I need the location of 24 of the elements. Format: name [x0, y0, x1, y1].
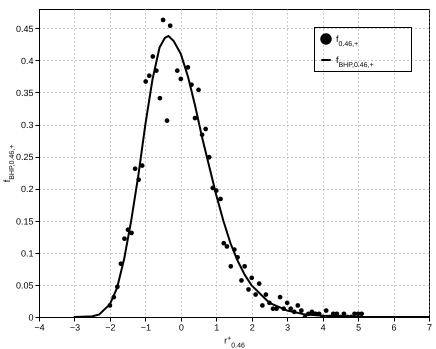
x-tick-label: −3	[70, 322, 80, 332]
legend-label: f$_{0.46,+}$	[336, 34, 358, 48]
y-tick-label: 0.1	[20, 248, 34, 258]
y-tick-label: 0.45	[16, 24, 34, 34]
x-tick-label: 7	[426, 322, 432, 332]
y-tick-label: 0.4	[20, 56, 34, 66]
x-tick-label: 6	[392, 322, 397, 332]
x-tick-label: 2	[250, 322, 255, 332]
x-tick-label: 4	[320, 322, 326, 332]
x-tick-label: −4	[34, 322, 45, 332]
x-tick-label: 0	[178, 322, 184, 332]
x-tick-label: −2	[105, 322, 116, 332]
y-tick-label: 0.15	[16, 216, 34, 226]
y-tick-label: 0.25	[16, 152, 34, 162]
y-tick-label: 0	[28, 312, 34, 322]
x-tick-label: 3	[285, 322, 290, 332]
x-tick-label: −1	[140, 322, 151, 332]
y-tick-label: 0.05	[16, 280, 34, 290]
legend-label: f$_{BHP,0.46,+}$	[336, 55, 374, 68]
y-tick-label: 0.2	[20, 184, 34, 194]
y-tick-label: 0.35	[16, 88, 34, 98]
x-tick-label: 5	[356, 322, 362, 332]
y-tick-label: 0.3	[20, 120, 34, 130]
x-tick-label: 1	[214, 322, 220, 332]
